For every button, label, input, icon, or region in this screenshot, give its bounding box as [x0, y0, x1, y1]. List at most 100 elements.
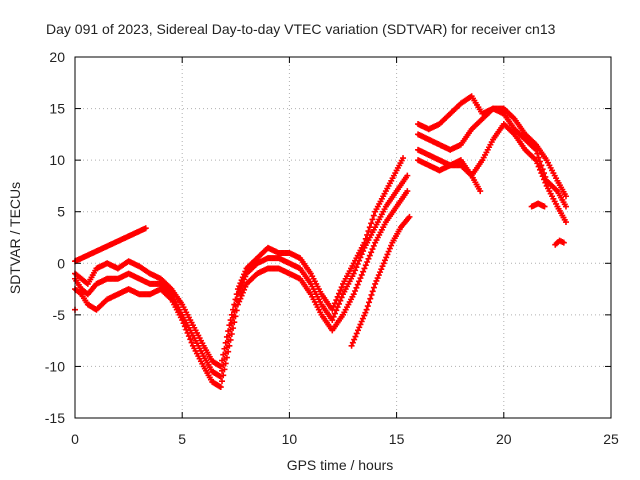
- data-point: [231, 319, 238, 326]
- data-point: [541, 176, 547, 183]
- data-point: [183, 326, 190, 333]
- data-point: [366, 252, 373, 259]
- data-point: [356, 257, 363, 264]
- data-point: [227, 336, 234, 343]
- data-point: [404, 188, 411, 195]
- data-point: [232, 313, 239, 320]
- series-trace-4: [348, 213, 413, 349]
- data-point: [379, 263, 386, 270]
- data-point: [381, 257, 388, 264]
- data-point: [352, 267, 359, 274]
- data-point: [368, 249, 375, 256]
- data-point: [356, 324, 363, 331]
- data-point: [366, 299, 373, 306]
- data-point: [333, 307, 340, 314]
- data-point: [348, 342, 355, 349]
- y-tick-label: 0: [57, 255, 65, 271]
- data-point: [534, 160, 541, 167]
- data-point: [535, 163, 542, 170]
- data-point: [352, 333, 359, 340]
- data-point: [366, 224, 373, 231]
- data-point: [369, 246, 376, 253]
- data-point: [349, 339, 356, 346]
- series-trace-9: [528, 200, 548, 210]
- data-point: [338, 294, 345, 301]
- data-point: [369, 288, 376, 295]
- x-tick-label: 25: [603, 431, 619, 447]
- data-point: [477, 188, 484, 195]
- data-point: [388, 242, 395, 249]
- y-tick-label: 15: [49, 101, 65, 117]
- data-point: [359, 315, 366, 322]
- data-point: [372, 280, 379, 287]
- data-point: [542, 179, 549, 186]
- data-point: [352, 288, 359, 295]
- data-point: [532, 157, 539, 164]
- data-point: [386, 245, 393, 252]
- data-point: [362, 262, 369, 269]
- data-point: [222, 360, 229, 367]
- data-point: [562, 193, 569, 200]
- data-point: [361, 265, 368, 272]
- y-tick-label: 10: [49, 152, 65, 168]
- y-tick-label: -5: [53, 307, 66, 323]
- data-point: [364, 258, 371, 265]
- data-point: [404, 172, 411, 179]
- data-point: [228, 331, 235, 338]
- data-point: [357, 321, 364, 328]
- data-point: [220, 372, 227, 379]
- data-point: [358, 251, 365, 258]
- data-point: [357, 275, 364, 282]
- data-point: [360, 268, 367, 275]
- series-trace-2: [72, 172, 411, 380]
- data-point: [357, 254, 364, 261]
- data-point: [370, 212, 377, 219]
- data-point: [184, 329, 191, 336]
- x-axis-label: GPS time / hours: [287, 457, 394, 473]
- x-tick-label: 15: [389, 431, 405, 447]
- data-point: [353, 330, 360, 337]
- data-point: [354, 260, 361, 267]
- data-point: [378, 266, 385, 273]
- y-tick-label: 5: [57, 204, 65, 220]
- grid: [75, 57, 611, 418]
- series-trace-5: [415, 93, 569, 200]
- data-point: [350, 291, 357, 298]
- data-point: [217, 384, 224, 391]
- data-point: [358, 271, 365, 278]
- data-point: [562, 203, 569, 210]
- data-point: [384, 251, 391, 258]
- data-point: [368, 291, 375, 298]
- data-point: [353, 264, 360, 271]
- data-point: [338, 284, 345, 291]
- data-point: [383, 254, 390, 261]
- data-point: [367, 295, 374, 302]
- data-point: [360, 248, 367, 255]
- series-trace-6: [415, 105, 569, 210]
- data-point: [363, 306, 370, 313]
- data-point: [337, 287, 344, 294]
- data-point: [406, 213, 413, 220]
- series-trace-3: [72, 188, 411, 391]
- data-point: [188, 339, 195, 346]
- data-point: [375, 272, 382, 279]
- data-point: [180, 320, 187, 327]
- data-point: [337, 297, 344, 304]
- data-point: [335, 300, 342, 307]
- data-point: [532, 146, 539, 153]
- data-point: [181, 323, 188, 330]
- data-point: [230, 325, 237, 332]
- data-point: [330, 313, 337, 320]
- data-point: [223, 354, 230, 361]
- data-point: [350, 270, 357, 277]
- data-point: [179, 317, 186, 324]
- data-point: [355, 327, 362, 334]
- data-point: [377, 269, 384, 276]
- data-point: [541, 203, 548, 210]
- axis-ticks: 0 5 10 15 20 25 -15 -10 -5 0 5 10 15 20: [45, 49, 619, 447]
- data-point: [142, 225, 149, 232]
- data-points: [72, 93, 569, 391]
- data-point: [369, 216, 376, 223]
- y-tick-label: -15: [45, 410, 65, 426]
